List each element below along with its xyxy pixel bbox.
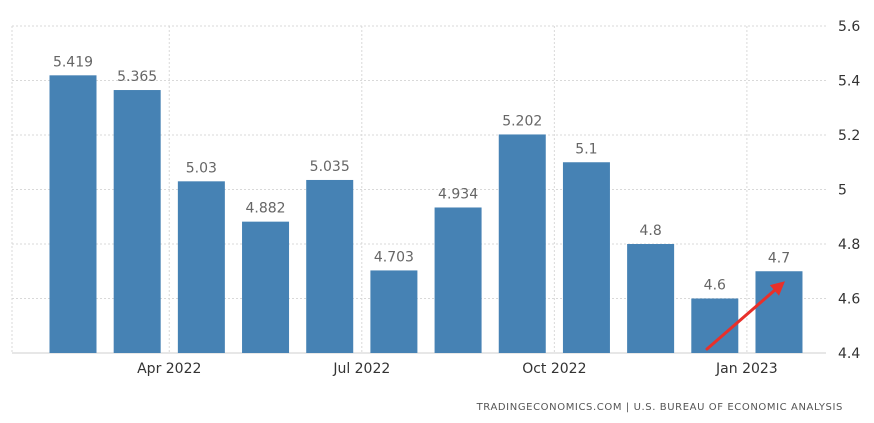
data-label: 5.1 [575, 141, 597, 157]
data-label: 5.202 [502, 113, 542, 129]
data-label: 4.6 [704, 278, 726, 294]
bar [242, 221, 290, 353]
arrow-shaft [705, 288, 776, 351]
data-label: 5.365 [117, 69, 157, 85]
y-tick-label: 5.2 [838, 128, 860, 144]
bar [113, 90, 161, 353]
bar [562, 162, 610, 353]
bar [434, 207, 482, 353]
bar [370, 270, 418, 353]
source-credit: TRADINGECONOMICS.COM | U.S. BUREAU OF EC… [476, 402, 843, 413]
bar [306, 179, 354, 353]
y-axis: 4.4 4.6 4.8 5 5.2 5.4 5.6 [838, 19, 860, 362]
bar [691, 298, 739, 353]
data-label: 5.035 [310, 159, 350, 175]
y-tick-label: 5.6 [838, 19, 860, 35]
x-axis: Apr 2022 Jul 2022 Oct 2022 Jan 2023 [137, 361, 778, 377]
bar [49, 75, 97, 353]
data-label: 4.7 [768, 250, 790, 266]
y-tick-label: 4.4 [838, 346, 860, 362]
y-tick-label: 5.4 [838, 74, 860, 90]
bar [498, 134, 546, 353]
y-tick-label: 5 [838, 183, 847, 199]
bars [49, 75, 803, 353]
y-tick-label: 4.6 [838, 292, 860, 308]
bar [177, 181, 225, 353]
data-label: 4.703 [374, 249, 414, 265]
arrow-head-icon [769, 281, 785, 296]
y-tick-label: 4.8 [838, 237, 860, 253]
data-label: 4.882 [245, 201, 285, 217]
data-labels: 5.419 5.365 5.03 4.882 5.035 4.703 4.934 5.202 5… [53, 54, 790, 293]
data-label: 5.03 [186, 160, 217, 176]
x-tick-label: Jan 2023 [715, 361, 778, 377]
data-label: 4.934 [438, 186, 478, 202]
annotation [705, 281, 785, 351]
x-tick-label: Oct 2022 [522, 361, 586, 377]
x-tick-label: Apr 2022 [137, 361, 201, 377]
data-label: 4.8 [639, 223, 661, 239]
x-tick-label: Jul 2022 [332, 361, 390, 377]
bar [627, 244, 675, 353]
data-label: 5.419 [53, 54, 93, 70]
